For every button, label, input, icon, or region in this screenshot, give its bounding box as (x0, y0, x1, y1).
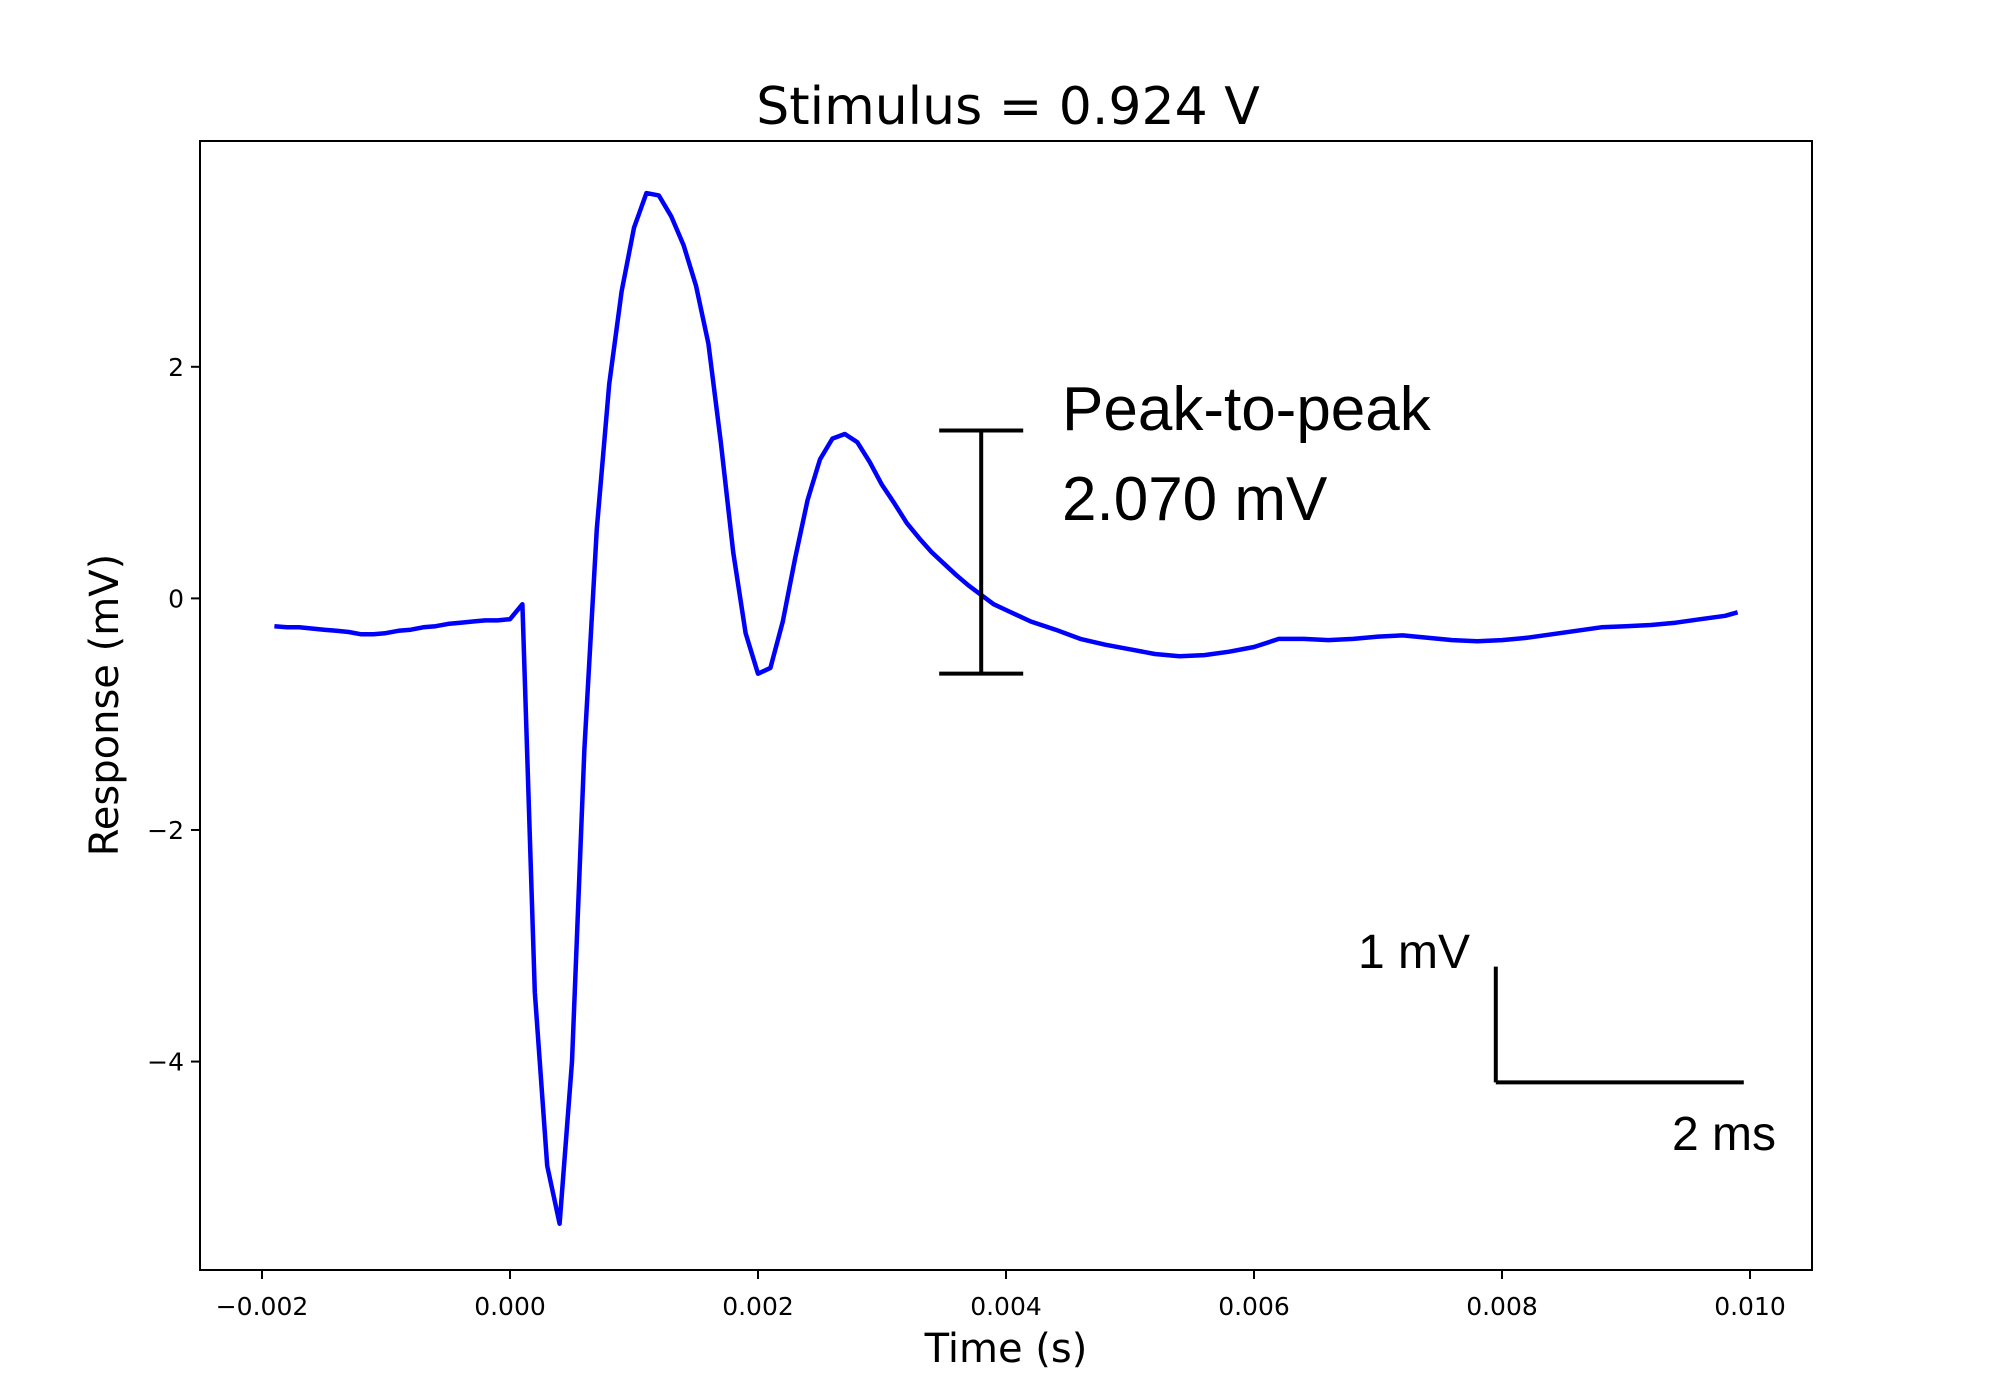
peak-annotation-value: 2.070 mV (1062, 465, 1328, 534)
x-tick-label: 0.004 (970, 1292, 1042, 1321)
y-axis-label: Response (mV) (82, 554, 128, 856)
plot-frame (199, 140, 1813, 1271)
y-tick-label: −2 (147, 816, 184, 845)
y-axis-ticks: −4 −2 0 2 (147, 353, 200, 1077)
x-tick-label: 0.000 (474, 1292, 546, 1321)
y-tick-label: −4 (147, 1048, 184, 1077)
x-tick-label: 0.010 (1714, 1292, 1786, 1321)
x-tick-label: 0.006 (1218, 1292, 1290, 1321)
chart-title: Stimulus = 0.924 V (756, 77, 1260, 137)
x-axis-ticks: −0.002 0.000 0.002 0.004 0.006 0.008 0.010 (216, 1270, 1786, 1321)
x-axis-label: Time (s) (924, 1326, 1088, 1372)
peak-to-peak-bar (939, 428, 1024, 676)
series-line-response (274, 190, 1739, 1226)
x-tick-label: 0.008 (1466, 1292, 1538, 1321)
y-tick-label: 2 (168, 353, 184, 382)
y-tick-label: 0 (168, 584, 184, 613)
peak-annotation-title: Peak-to-peak (1062, 375, 1432, 444)
scale-bar (1493, 966, 1744, 1085)
x-tick-label: 0.002 (722, 1292, 794, 1321)
scale-bar-voltage-label: 1 mV (1358, 926, 1470, 979)
x-tick-label: −0.002 (216, 1292, 309, 1321)
scale-bar-time-label: 2 ms (1672, 1108, 1776, 1161)
